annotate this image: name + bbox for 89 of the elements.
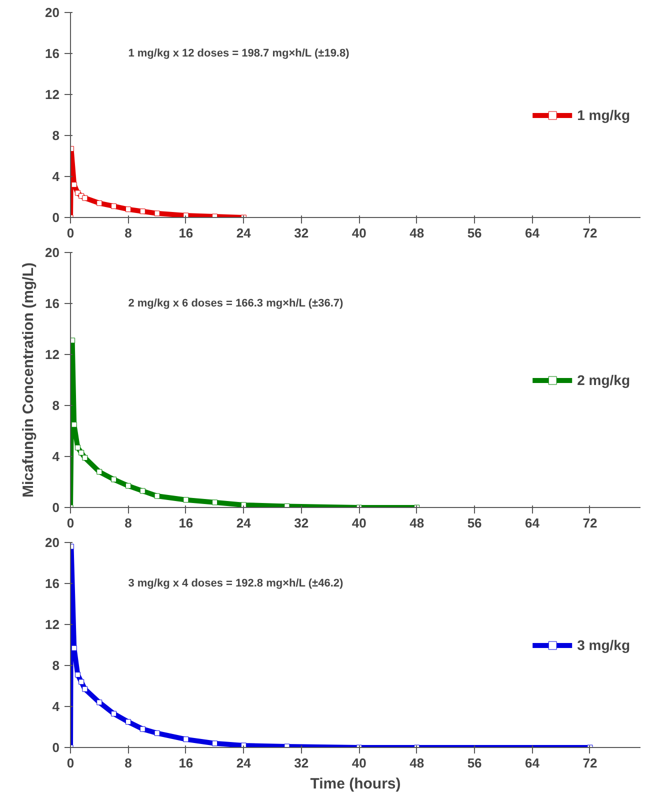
- y-tick-label: 8: [52, 128, 60, 143]
- x-tick-label: 56: [467, 226, 482, 240]
- point: [154, 493, 160, 499]
- y-axis-title: Micafungin Concentration (mg/L): [20, 262, 38, 498]
- point: [140, 208, 146, 214]
- x-tick-label: 8: [124, 756, 132, 770]
- x-axis-title: Time (hours): [310, 776, 401, 792]
- y-tick-label: 20: [45, 245, 60, 260]
- y-tick-label: 8: [52, 398, 60, 413]
- point: [212, 740, 218, 746]
- x-tick-label: 72: [582, 226, 598, 240]
- legend-label: 3 mg/kg: [577, 636, 630, 652]
- x-tick-label: 56: [467, 756, 482, 770]
- x-tick-label: 48: [410, 756, 424, 770]
- point: [78, 679, 84, 685]
- y-tick-label: 20: [45, 5, 60, 20]
- y-tick-label: 0: [52, 740, 60, 755]
- x-tick-label: 72: [582, 516, 598, 530]
- point: [71, 182, 77, 188]
- x-tick-label: 0: [66, 516, 74, 530]
- point: [111, 476, 117, 482]
- point: [96, 700, 102, 706]
- x-tick-label: 64: [525, 516, 540, 530]
- x-tick-label: 32: [294, 516, 309, 530]
- point: [154, 210, 160, 216]
- y-tick-label: 20: [45, 535, 60, 550]
- y-tick-label: 16: [45, 46, 60, 61]
- x-tick-label: 40: [352, 756, 366, 770]
- x-tick-label: 24: [236, 756, 252, 770]
- x-tick-label: 40: [352, 516, 366, 530]
- point: [125, 206, 131, 212]
- y-tick-label: 0: [52, 210, 60, 225]
- point: [140, 488, 146, 494]
- x-tick-label: 40: [352, 226, 366, 240]
- point: [183, 212, 189, 218]
- x-tick-label: 56: [467, 516, 482, 530]
- y-tick-label: 12: [45, 347, 60, 362]
- point: [140, 726, 146, 732]
- y-tick-label: 12: [45, 87, 60, 102]
- y-tick-label: 4: [52, 169, 60, 184]
- x-tick-label: 48: [410, 516, 424, 530]
- x-tick-label: 48: [410, 226, 424, 240]
- point: [183, 497, 189, 503]
- point: [96, 200, 102, 206]
- point: [70, 338, 76, 344]
- point: [82, 455, 88, 461]
- x-tick-label: 0: [66, 756, 74, 770]
- x-tick-label: 64: [525, 756, 540, 770]
- y-tick-label: 16: [45, 576, 60, 591]
- point: [125, 483, 131, 489]
- point: [154, 730, 160, 736]
- point: [212, 500, 218, 506]
- point: [74, 672, 80, 678]
- point: [111, 203, 117, 209]
- y-tick-label: 4: [52, 449, 60, 464]
- point: [183, 736, 189, 742]
- point: [71, 422, 77, 428]
- x-tick-label: 32: [294, 226, 309, 240]
- y-tick-label: 0: [52, 500, 60, 515]
- point: [240, 502, 246, 508]
- y-tick-label: 12: [45, 617, 60, 632]
- point: [71, 645, 77, 651]
- x-tick-label: 72: [582, 756, 598, 770]
- point: [82, 686, 88, 692]
- legend-label: 2 mg/kg: [577, 372, 630, 388]
- point: [74, 444, 80, 450]
- point: [78, 450, 84, 456]
- y-tick-label: 8: [52, 658, 60, 673]
- x-tick-label: 16: [178, 226, 194, 240]
- point: [125, 719, 131, 725]
- legend-label: 1 mg/kg: [577, 106, 630, 122]
- x-tick-label: 24: [236, 226, 252, 240]
- point: [82, 195, 88, 201]
- x-tick-label: 32: [294, 756, 309, 770]
- x-tick-label: 16: [178, 756, 194, 770]
- y-tick-label: 16: [45, 296, 60, 311]
- x-tick-label: 16: [178, 516, 194, 530]
- annotation: 3 mg/kg x 4 doses = 192.8 mg×h/L (±46.2): [128, 578, 344, 590]
- x-tick-label: 24: [236, 516, 252, 530]
- y-tick-label: 4: [52, 699, 60, 714]
- x-tick-label: 64: [525, 226, 540, 240]
- x-tick-label: 8: [124, 226, 132, 240]
- point: [96, 469, 102, 475]
- annotation: 2 mg/kg x 6 doses = 166.3 mg×h/L (±36.7): [128, 298, 344, 310]
- x-tick-label: 8: [124, 516, 132, 530]
- point: [111, 710, 117, 716]
- point: [284, 503, 290, 508]
- x-tick-label: 0: [66, 226, 74, 240]
- annotation: 1 mg/kg x 12 doses = 198.7 mg×h/L (±19.8): [128, 48, 350, 60]
